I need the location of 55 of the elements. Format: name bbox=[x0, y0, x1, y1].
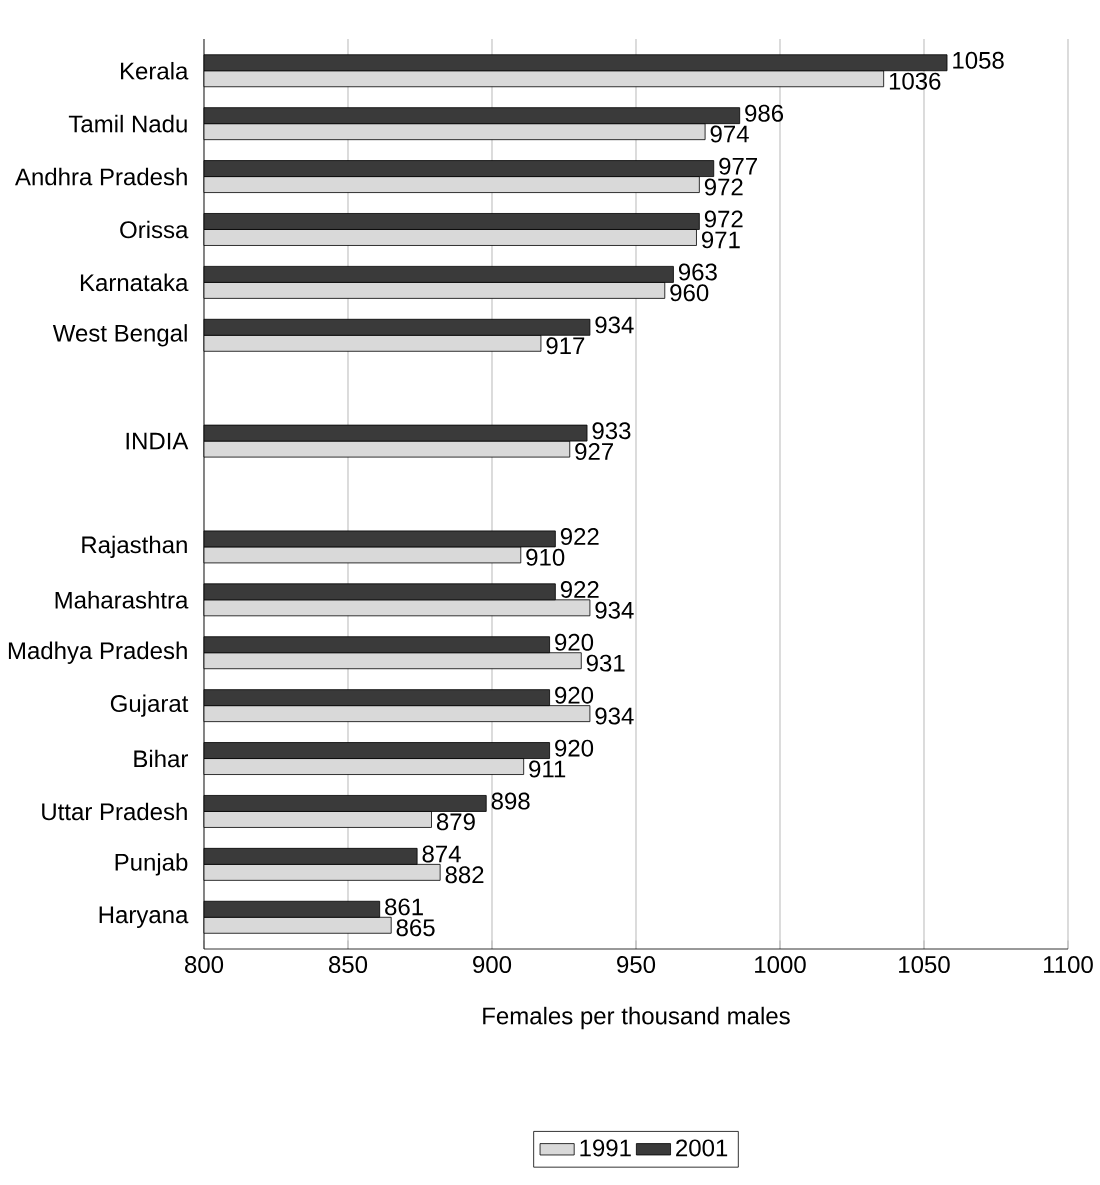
data-label: 1058 bbox=[953, 51, 1004, 69]
x-tick-label: 900 bbox=[472, 956, 511, 974]
data-label: 986 bbox=[744, 104, 783, 122]
x-tick-label: 800 bbox=[184, 956, 223, 974]
data-label: 960 bbox=[670, 284, 709, 302]
data-label: 898 bbox=[491, 792, 530, 810]
data-label: 931 bbox=[586, 654, 625, 672]
data-label: 920 bbox=[554, 633, 593, 651]
x-tick-label: 1100 bbox=[1043, 956, 1093, 974]
data-label: 934 bbox=[595, 707, 634, 725]
data-label: 972 bbox=[704, 210, 743, 228]
data-label: 934 bbox=[595, 316, 634, 334]
data-label: 865 bbox=[396, 919, 435, 937]
x-tick-label: 950 bbox=[616, 956, 655, 974]
y-tick-label: Bihar bbox=[134, 749, 188, 768]
y-tick-label: Maharashtra bbox=[55, 591, 189, 609]
data-label: 910 bbox=[526, 548, 565, 566]
y-tick-label: Rajasthan bbox=[82, 535, 187, 559]
y-tick-label: Punjab bbox=[115, 853, 188, 876]
x-tick-label: 1000 bbox=[754, 956, 806, 974]
data-label: 917 bbox=[546, 337, 584, 355]
y-tick-label: West Bengal bbox=[52, 324, 187, 347]
y-tick-label: INDIA bbox=[126, 432, 189, 450]
data-label: 922 bbox=[560, 580, 599, 598]
data-label: 934 bbox=[595, 601, 634, 619]
data-label: 974 bbox=[710, 125, 749, 143]
data-label: 920 bbox=[554, 686, 593, 704]
legend-label: 1991 bbox=[580, 1139, 631, 1157]
x-axis-title: Females per thousand males bbox=[483, 1006, 790, 1030]
y-tick-label: Gujarat bbox=[110, 694, 188, 717]
y-tick-label: Kerala bbox=[120, 61, 189, 80]
y-tick-label: Orissa bbox=[119, 220, 189, 239]
y-tick-label: Andhra Pradesh bbox=[14, 167, 187, 186]
data-label: 971 bbox=[701, 231, 740, 249]
data-label: 933 bbox=[592, 422, 631, 440]
data-label: 861 bbox=[384, 898, 423, 916]
data-label: 927 bbox=[575, 443, 613, 460]
data-label: 920 bbox=[554, 739, 593, 757]
data-label: 911 bbox=[528, 760, 565, 778]
y-tick-label: Madhya Pradesh bbox=[8, 641, 187, 664]
data-label: 922 bbox=[560, 528, 599, 545]
data-label: 874 bbox=[422, 845, 461, 863]
y-tick-label: Karnataka bbox=[80, 273, 189, 292]
data-label: 972 bbox=[704, 178, 743, 196]
x-tick-label: 850 bbox=[328, 956, 367, 974]
data-label: 882 bbox=[445, 866, 484, 884]
data-label: 977 bbox=[719, 157, 757, 175]
y-tick-label: Uttar Pradesh bbox=[41, 802, 187, 821]
data-label: 879 bbox=[436, 813, 475, 831]
data-label: 963 bbox=[678, 263, 717, 281]
legend-label: 2001 bbox=[675, 1139, 727, 1157]
x-tick-label: 1050 bbox=[898, 956, 950, 974]
y-tick-label: Tamil Nadu bbox=[68, 114, 187, 133]
data-label: 1036 bbox=[889, 72, 941, 90]
y-tick-label: Haryana bbox=[99, 906, 189, 929]
